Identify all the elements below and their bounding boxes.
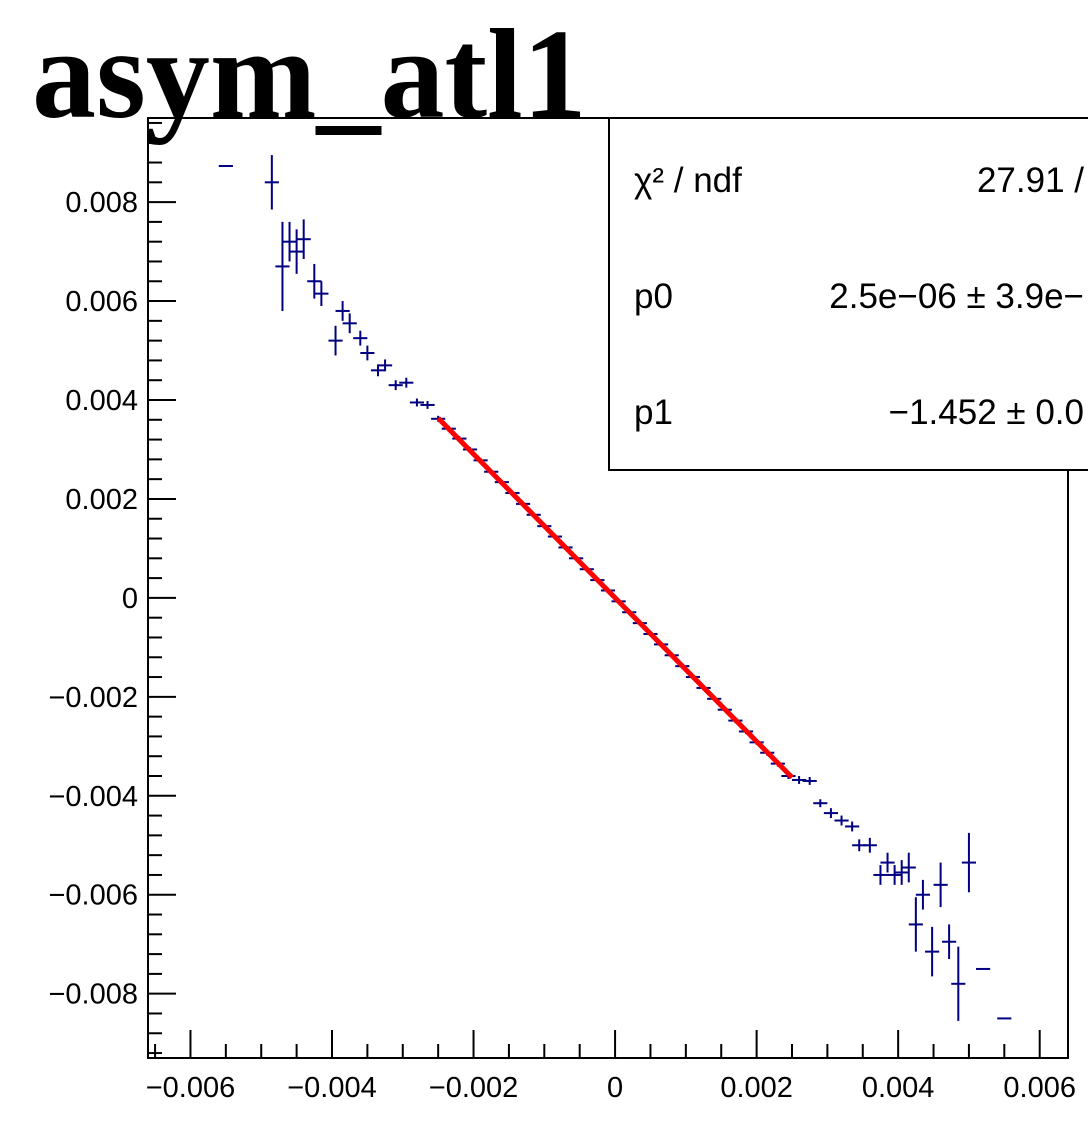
data-point [915, 879, 930, 910]
y-tick-label: −0.002 [48, 682, 138, 714]
data-point [887, 865, 902, 885]
data-point [908, 897, 923, 952]
data-point [409, 398, 424, 407]
data-point [823, 808, 838, 819]
y-axis: −0.008 −0.006 −0.004 −0.002 0 0.002 0.004 0.006… [48, 121, 176, 1055]
data-point [845, 821, 860, 832]
y-tick-label: 0.008 [65, 187, 138, 219]
fit-line [436, 416, 794, 780]
data-point [289, 229, 304, 274]
data-point [862, 837, 877, 853]
fit-curve [436, 416, 794, 780]
data-point [399, 377, 414, 388]
x-tick-label: 0.006 [1003, 1072, 1076, 1104]
data-point [802, 776, 817, 785]
x-tick-label: −0.002 [429, 1072, 519, 1104]
x-tick-label: 0.004 [862, 1072, 935, 1104]
data-point [378, 359, 393, 372]
y-tick-label: −0.004 [48, 781, 138, 813]
data-point [961, 832, 976, 893]
fit-stats-box: χ² / ndf 27.91 / p0 2.5e−06 ± 3.9e− p1 −1.452… [608, 117, 1088, 471]
x-tick-label: −0.006 [146, 1072, 236, 1104]
x-axis: −0.006 −0.004 −0.002 0 0.002 0.004 0.006 [146, 1030, 1076, 1104]
y-tick-label: −0.008 [48, 979, 138, 1011]
stats-row-value: 27.91 / [977, 161, 1084, 200]
data-point [296, 219, 311, 259]
data-point [925, 926, 940, 977]
y-tick-label: 0.002 [65, 484, 138, 516]
data-point [342, 313, 357, 334]
data-point [834, 815, 849, 826]
data-point [951, 946, 966, 1021]
data-point [880, 852, 895, 873]
stats-row-label: p1 [634, 393, 673, 432]
x-tick-label: 0.002 [720, 1072, 793, 1104]
data-point [335, 301, 350, 321]
stats-row-label: p0 [634, 277, 673, 316]
data-point [901, 852, 916, 883]
stats-row-value: −1.452 ± 0.0 [889, 393, 1084, 432]
data-point [942, 924, 957, 960]
chart-title: asym_atl1 [32, 3, 587, 145]
stats-box-frame [608, 117, 1088, 471]
y-tick-label: 0.004 [65, 385, 138, 417]
data-point [282, 221, 297, 262]
y-tick-label: −0.006 [48, 880, 138, 912]
data-point [360, 345, 375, 361]
data-point [873, 865, 888, 885]
x-tick-label: −0.004 [287, 1072, 377, 1104]
data-point [328, 325, 343, 356]
data-point [933, 862, 948, 908]
data-point [813, 799, 828, 808]
stats-row-value: 2.5e−06 ± 3.9e− [829, 277, 1084, 316]
data-point [314, 281, 329, 306]
data-point [264, 155, 279, 210]
data-point [420, 400, 435, 409]
data-point [894, 860, 909, 885]
data-point [275, 221, 290, 311]
y-tick-label: 0.006 [65, 286, 138, 318]
y-tick-label: 0 [122, 583, 138, 615]
x-tick-label: 0 [607, 1072, 623, 1104]
stats-row-label: χ² / ndf [634, 161, 742, 200]
data-point [353, 330, 368, 346]
data-point [388, 380, 403, 391]
